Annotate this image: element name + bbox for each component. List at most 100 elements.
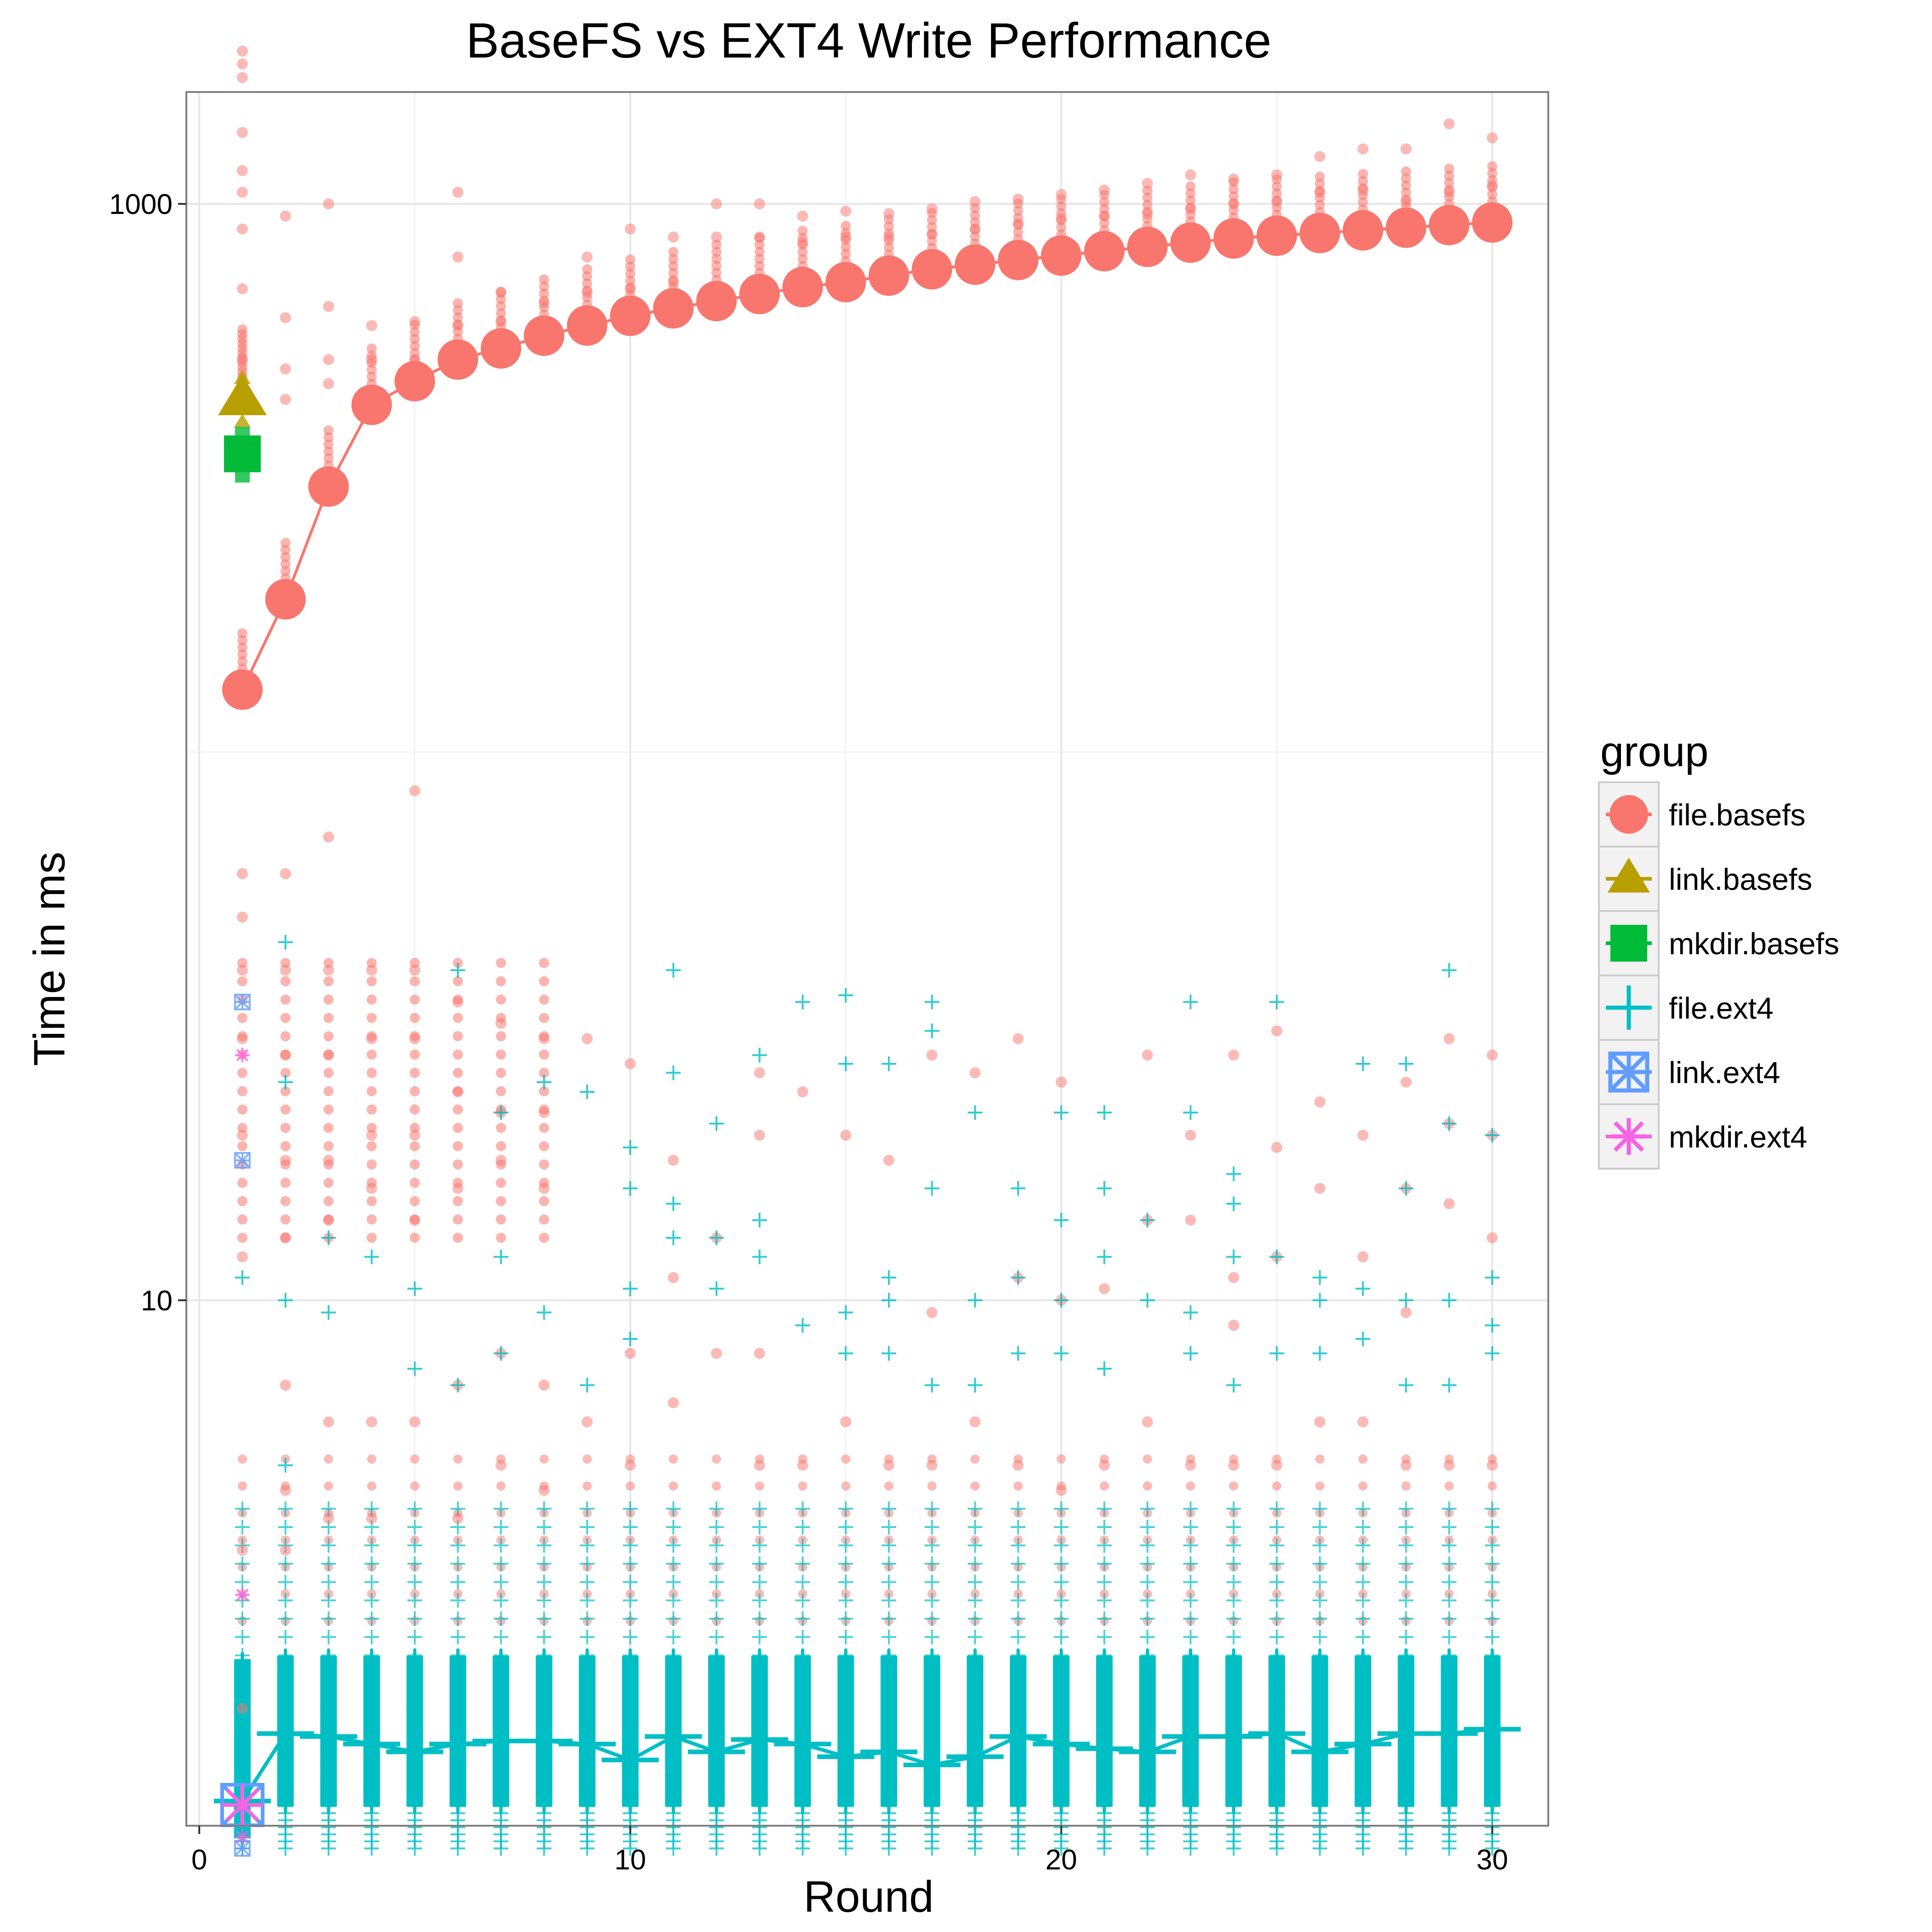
file.basefs-raw-point [236,223,248,235]
file.basefs-raw-point [410,1454,420,1464]
file.basefs-raw-point [323,1214,334,1226]
file.basefs-raw-point [280,566,291,577]
file.basefs-mean-point [998,240,1038,281]
file.ext4-raw-point [1010,1799,1026,1814]
file.ext4-raw-point [838,1799,854,1814]
file.ext4-raw-point [881,1574,896,1590]
file.ext4-raw-point [278,1629,293,1644]
file.ext4-raw-point [795,1501,810,1517]
file.ext4-raw-point [795,1799,810,1814]
legend-items: file.basefs link.basefs mkdir.basefs file.e… [1598,781,1839,1170]
file.basefs-raw-point [668,254,679,265]
file.ext4-raw-point [1140,1292,1155,1308]
file.basefs-mean-point [653,288,694,329]
file.basefs-raw-point [883,1154,894,1166]
file.basefs-raw-point [668,261,679,271]
file.ext4-raw-point [1485,1648,1500,1663]
file.basefs-raw-point [1358,1481,1368,1491]
file.basefs-raw-point [280,1196,291,1206]
file.ext4-raw-point [1442,1519,1457,1534]
file.basefs-raw-point [323,1013,334,1023]
file.ext4-raw-point [1097,1574,1112,1590]
file.basefs-raw-point [366,343,377,354]
file.basefs-raw-point [538,297,550,309]
file.basefs-raw-point [453,1049,463,1060]
file.basefs-raw-point [280,545,291,555]
file.ext4-raw-point [1183,1629,1198,1644]
file.ext4-raw-point [1312,1501,1327,1517]
file.basefs-raw-point [625,275,635,286]
file.basefs-mean-point [1472,202,1513,243]
file.ext4-raw-point [752,1538,767,1553]
file.basefs-raw-point [582,278,593,288]
axes: 0 10 20 30 1000 10 [109,189,1508,1876]
file.ext4-raw-point [450,1629,466,1644]
file.ext4-mean-point [817,1728,875,1785]
file.basefs-raw-point [883,221,894,231]
file.basefs-raw-point [280,538,291,548]
file.basefs-raw-point [797,210,808,222]
file.basefs-raw-point [1228,1272,1240,1283]
file.basefs-raw-point [1400,1459,1412,1471]
file.basefs-raw-point [280,1232,291,1244]
legend-key-symbol [1607,986,1651,1030]
file.basefs-raw-point [237,649,248,660]
file.basefs-raw-point [366,994,377,1005]
file.ext4-raw-point [1054,1611,1069,1626]
file.basefs-raw-point [711,260,722,271]
file.ext4-raw-point [1010,1574,1026,1590]
file.basefs-raw-point [237,1196,248,1206]
file.basefs-raw-point [1012,1459,1024,1471]
file.ext4-raw-point [1269,1574,1284,1590]
file.basefs-raw-point [582,287,593,298]
file.basefs-raw-point [1142,1454,1152,1464]
file.ext4-raw-point [278,1501,293,1517]
file.ext4-raw-point [709,1648,724,1663]
file.basefs-raw-point [1228,184,1239,195]
file.basefs-raw-point [409,1013,420,1023]
file.basefs-raw-point [280,312,291,323]
file.ext4-raw-point [1355,1648,1371,1663]
file.basefs-raw-point [236,1251,248,1263]
file.ext4-mean-point [946,1728,1004,1785]
file.basefs-raw-point [453,1481,463,1491]
file.basefs-raw-point [237,1454,247,1464]
file.basefs-raw-point [625,254,635,265]
file.ext4-raw-point [1226,1593,1241,1608]
file.basefs-raw-point [1185,1130,1196,1141]
file.basefs-mean-point [1127,226,1168,267]
file.ext4-raw-point [1097,1799,1112,1814]
file.ext4-raw-point [1312,1593,1327,1608]
legend-item: link.basefs [1598,846,1812,912]
file.ext4-raw-point [666,1629,681,1644]
file.ext4-raw-point [493,1799,508,1814]
file.ext4-raw-point [450,1611,466,1626]
file.basefs-raw-point [1487,1232,1498,1244]
file.basefs-raw-point [1142,1050,1153,1061]
file.basefs-raw-point [237,1067,248,1078]
file.ext4-raw-point [709,1230,724,1246]
file.basefs-raw-point [236,911,248,923]
file.basefs-raw-point [453,1067,463,1078]
file.ext4-mean-point [1420,1705,1478,1762]
file.basefs-raw-point [840,1130,852,1141]
file.basefs-raw-point [969,1416,981,1428]
file.basefs-raw-point [280,559,291,569]
file.ext4-raw-point [1054,1519,1069,1534]
file.ext4-raw-point [623,1799,638,1814]
file.basefs-raw-point [538,1182,550,1194]
file.ext4-raw-point [1398,1519,1413,1534]
file.ext4-raw-point [709,1799,724,1814]
file.basefs-raw-point [539,957,549,968]
file.ext4-raw-point [1398,1501,1413,1517]
file.ext4-raw-point [364,1538,379,1553]
file.basefs-raw-point [1185,1214,1196,1226]
file.ext4-raw-point [1485,1519,1500,1534]
file.ext4-mean-point [601,1731,659,1789]
file.ext4-raw-point [838,1501,854,1517]
file.ext4-raw-point [1398,1181,1413,1196]
file.ext4-raw-point [968,1574,983,1590]
file.ext4-raw-point [1355,1332,1371,1347]
file.basefs-mean-point [868,255,909,296]
file.ext4-raw-point [364,1593,379,1608]
